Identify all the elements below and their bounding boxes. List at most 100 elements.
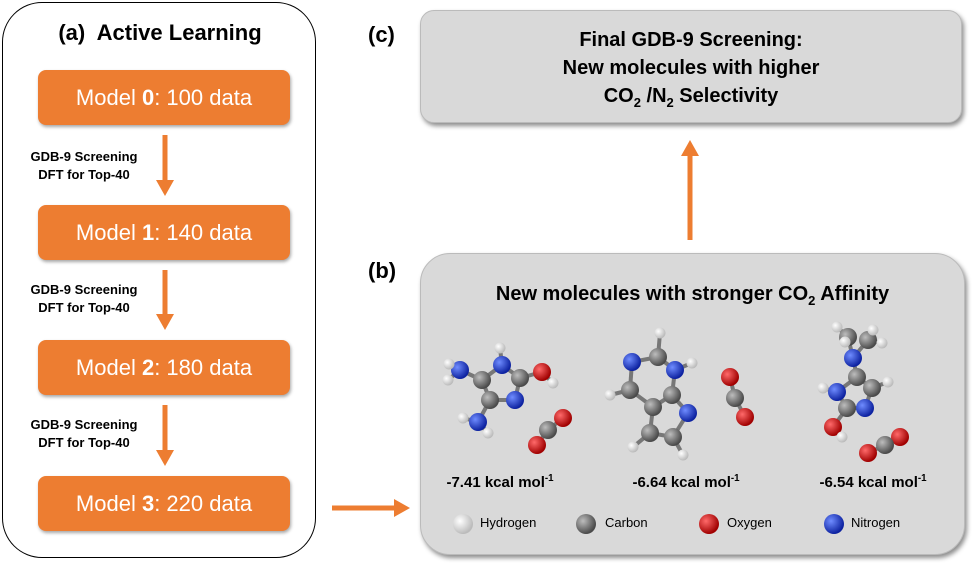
legend-oxygen: Oxygen [727,515,772,530]
carbon-atom [481,391,499,409]
hydrogen-atom [836,431,848,443]
down-arrow-icon [156,405,174,466]
superscript: -1 [544,473,554,484]
carbon-atom [641,424,659,442]
hydrogen-atom [839,336,851,348]
legend-nitrogen-icon [824,514,844,534]
model-num: 0 [141,84,155,110]
legend-nitrogen: Nitrogen [851,515,901,530]
superscript: -1 [730,473,740,484]
carbon-atom [838,399,856,417]
nitrogen-atom [844,349,862,367]
model-num: 2 [141,354,155,380]
legend-carbon: Carbon [605,515,648,530]
hydrogen-atom [686,357,698,369]
hydrogen-atom [867,324,879,336]
step-label-1: GDB-9 Screening DFT for Top-40 [14,148,154,184]
step-label-3: GDB-9 Screening DFT for Top-40 [14,416,154,452]
panel-a-label: (a) [58,20,86,45]
carbon-atom [848,368,866,386]
hydrogen-atom [442,374,454,386]
nitrogen-atom [679,404,697,422]
step-line: GDB-9 Screening [30,149,138,164]
model-num: 3 [141,490,155,516]
down-arrow-icon [156,135,174,196]
nitrogen-atom [451,361,469,379]
hydrogen-atom [677,449,689,461]
model-prefix: Model [75,84,136,110]
panel-a-active-learning [2,2,316,558]
hydrogen-atom [547,377,559,389]
carbon-atom [644,398,662,416]
subscript: 2 [808,293,816,308]
nitrogen-atom [828,383,846,401]
down-arrow-icon [156,270,174,330]
nitrogen-atom [666,361,684,379]
panel-c-line2: New molecules with higher [562,57,820,79]
step-line: DFT for Top-40 [38,167,130,182]
nitrogen-atom [469,413,487,431]
model-1-box: Model 1: 140 data [38,205,290,260]
hydrogen-atom [882,376,894,388]
hydrogen-atom [457,412,469,424]
step-label-2: GDB-9 Screening DFT for Top-40 [14,281,154,317]
panel-c-text: Final GDB-9 Screening: New molecules wit… [421,26,961,117]
model-prefix: Model [75,219,136,245]
nitrogen-atom [623,353,641,371]
hydrogen-atom [627,441,639,453]
carbon-atom [621,381,639,399]
carbon-atom [649,348,667,366]
energy-label-2: -6.64 kcal mol-1 [606,473,766,491]
model-suffix: : 140 data [154,219,253,245]
nitrogen-atom [856,399,874,417]
oxygen-atom [533,363,551,381]
carbon-atom [473,371,491,389]
nitrogen-atom [493,356,511,374]
step-line: DFT for Top-40 [38,435,130,450]
legend-carbon-icon [576,514,596,534]
panel-c-final-screening: Final GDB-9 Screening: New molecules wit… [420,10,962,123]
hydrogen-atom [494,342,506,354]
legend-hydrogen-icon [453,514,473,534]
oxygen-atom [891,428,909,446]
carbon-atom [664,428,682,446]
text: Selectivity [673,85,779,107]
text: New molecules with stronger CO [495,283,809,305]
text: /N [640,85,667,107]
carbon-atom [726,389,744,407]
subscript: 2 [633,95,641,110]
superscript: -1 [917,473,927,484]
oxygen-atom [721,368,739,386]
step-line: DFT for Top-40 [38,300,130,315]
panel-c-line1: Final GDB-9 Screening: [579,29,803,51]
hydrogen-atom [654,327,666,339]
model-prefix: Model [75,354,136,380]
energy-label-3: -6.54 kcal mol-1 [793,473,953,491]
legend-oxygen-icon [699,514,719,534]
carbon-atom [876,436,894,454]
model-suffix: : 220 data [154,490,253,516]
hydrogen-atom [831,321,843,333]
model-2-box: Model 2: 180 data [38,340,290,395]
hydrogen-atom [482,427,494,439]
text: Affinity [815,283,890,305]
subscript: 2 [666,95,674,110]
model-prefix: Model [75,490,136,516]
model-suffix: : 100 data [154,84,253,110]
oxygen-atom [528,436,546,454]
carbon-atom [539,421,557,439]
right-arrow-icon [332,499,410,517]
carbon-atom [863,379,881,397]
model-3-box: Model 3: 220 data [38,476,290,531]
text: CO [603,85,634,107]
panel-b-label: (b) [368,258,397,283]
hydrogen-atom [443,358,455,370]
model-0-box: Model 0: 100 data [38,70,290,125]
text: -6.64 kcal mol [632,474,731,491]
step-line: GDB-9 Screening [30,417,138,432]
carbon-atom [663,386,681,404]
model-num: 1 [141,219,155,245]
up-arrow-icon [681,140,699,240]
legend-hydrogen: Hydrogen [480,515,537,530]
